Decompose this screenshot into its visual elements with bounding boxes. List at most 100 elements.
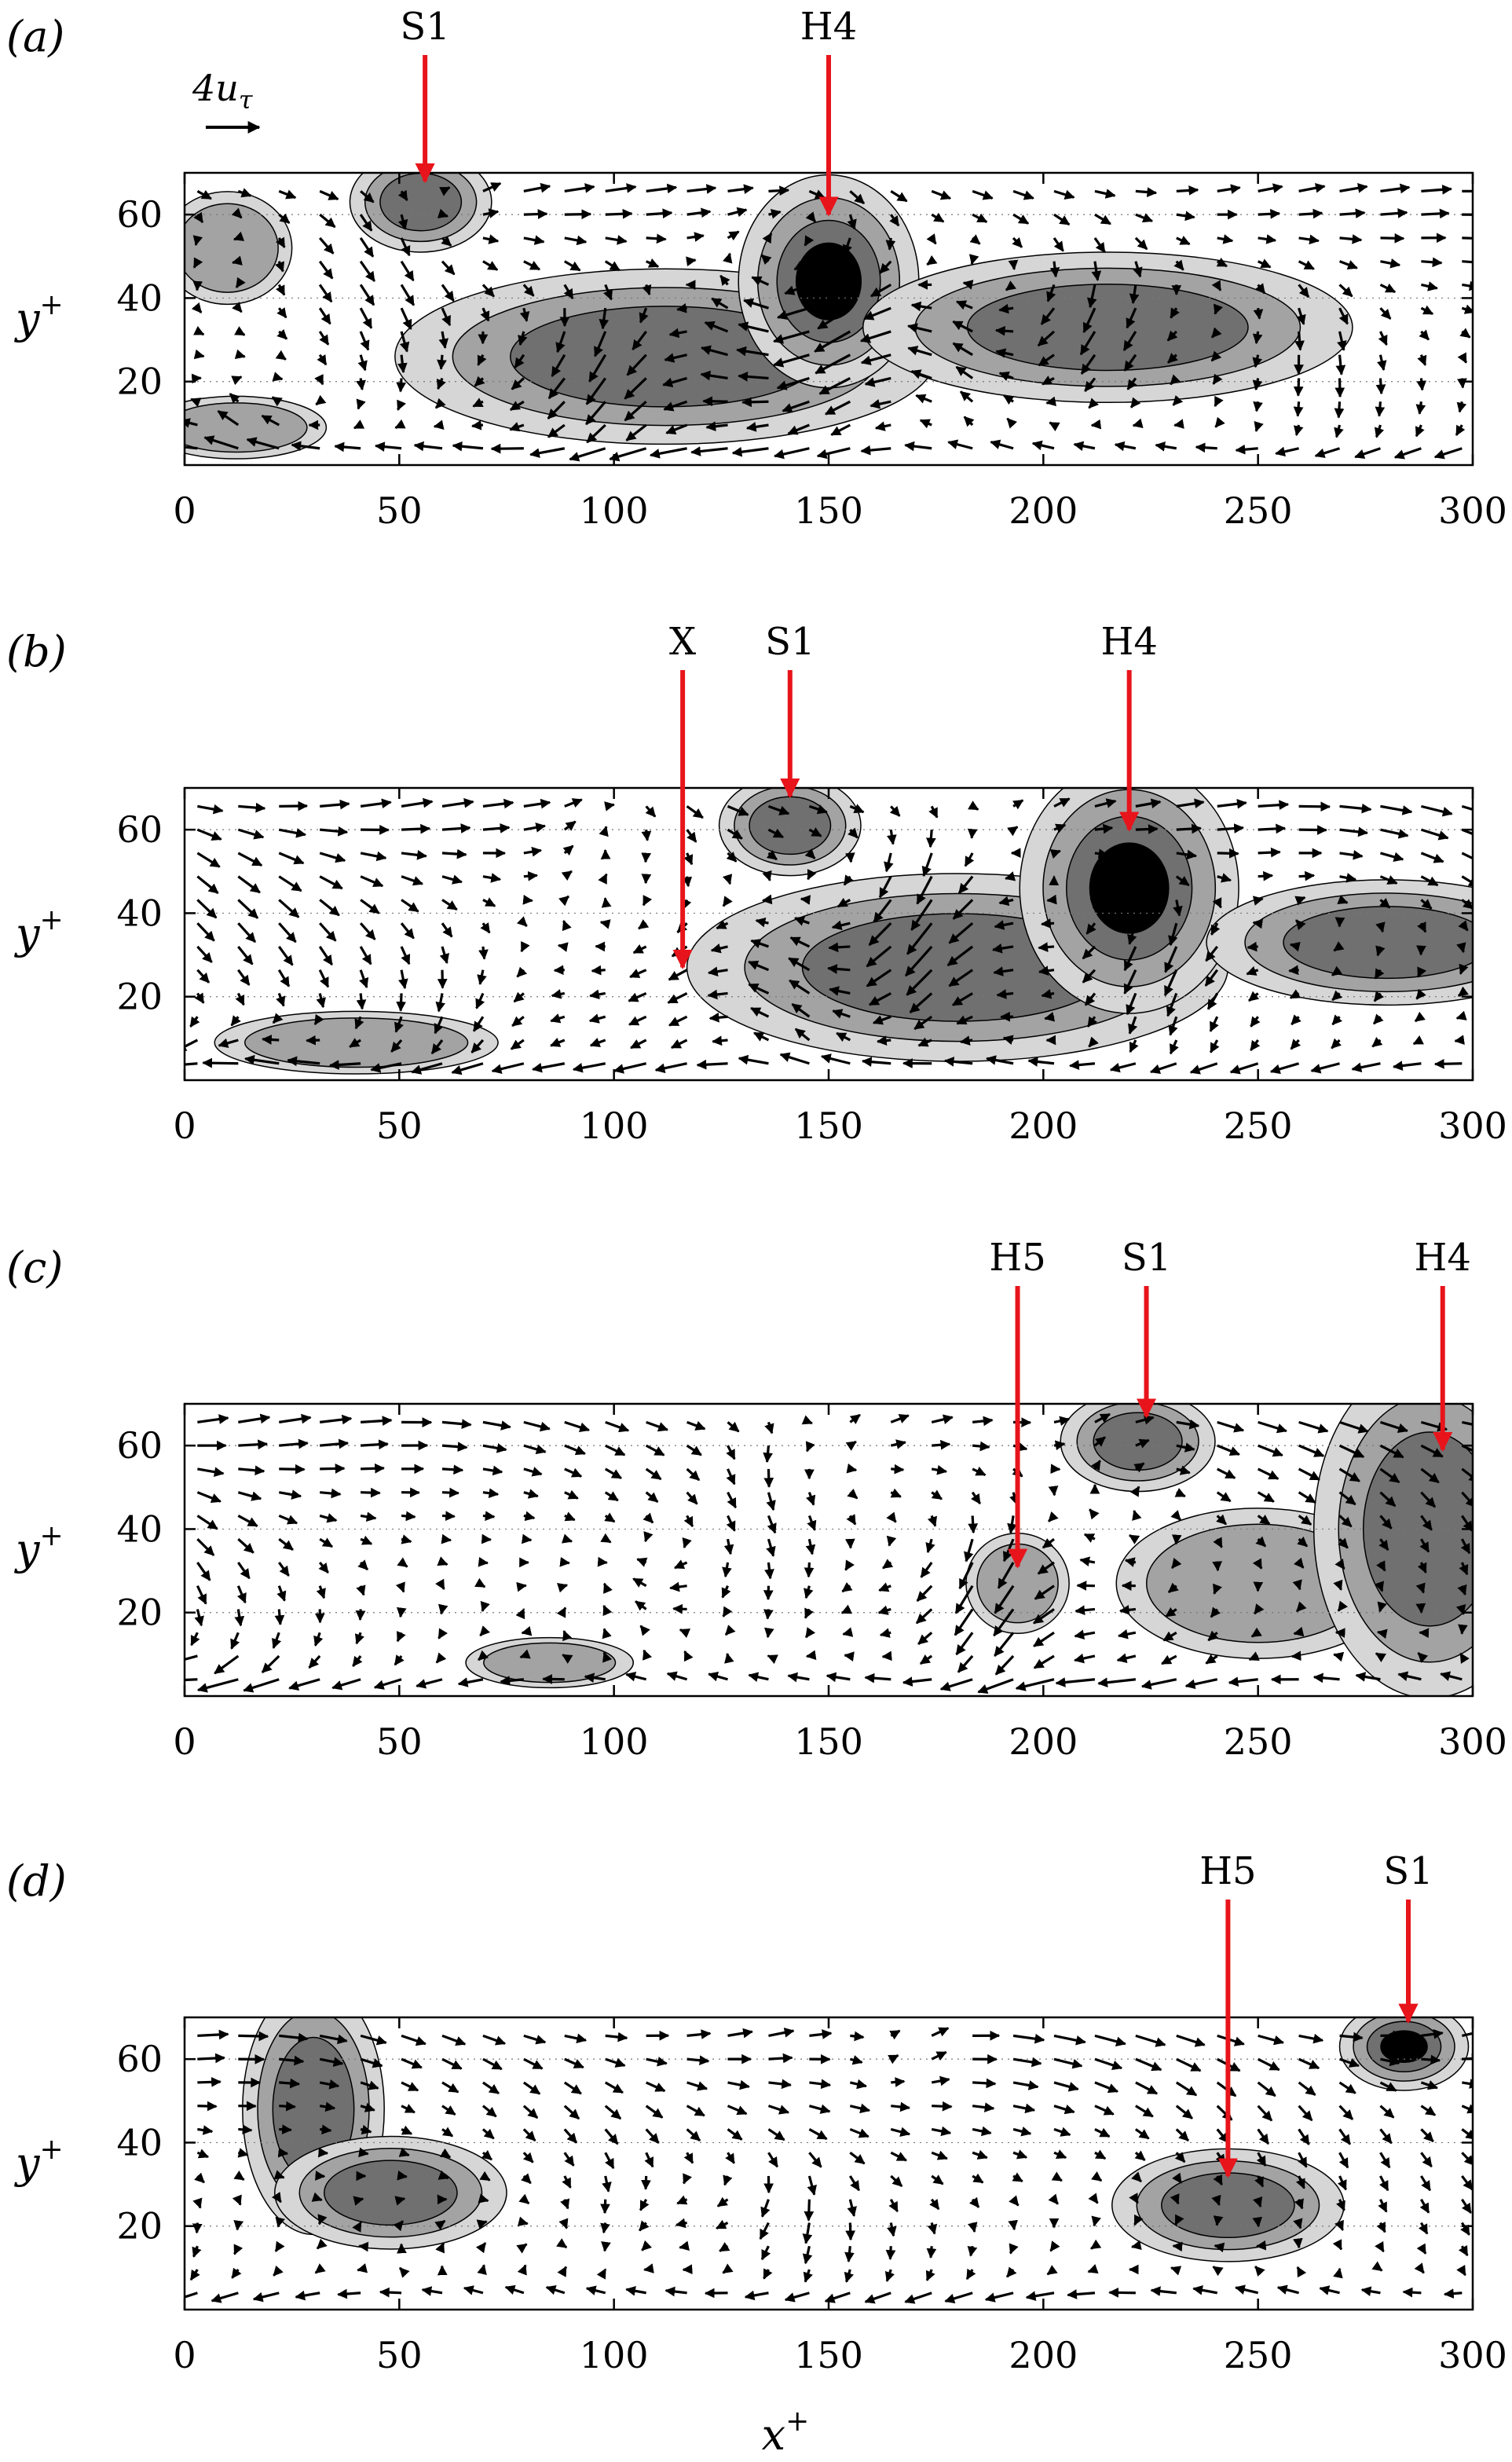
vector-arrow	[316, 1585, 326, 1599]
vector-arrow	[1248, 1651, 1260, 1661]
vector-arrow	[1257, 1491, 1275, 1503]
vector-arrow	[1042, 1537, 1055, 1549]
vector-arrow	[390, 1039, 403, 1053]
vector-arrow	[686, 829, 697, 843]
vector-arrow	[1339, 208, 1366, 219]
vector-arrow	[604, 1491, 619, 1502]
vector-arrow	[276, 1585, 287, 1602]
vector-arrow	[589, 989, 606, 1000]
vector-arrow	[314, 2263, 326, 2274]
vector-arrow	[441, 2081, 459, 2094]
vector-arrow	[196, 899, 218, 919]
vector-arrow	[1123, 354, 1137, 372]
vector-arrow	[1053, 2149, 1067, 2160]
vector-arrow	[779, 1052, 810, 1065]
vector-arrow	[948, 969, 974, 987]
x-tick-label: 0	[173, 1720, 196, 1763]
vector-arrow	[511, 1015, 525, 1028]
vector-arrow	[480, 922, 491, 934]
vector-arrow	[1091, 1460, 1101, 1471]
vector-arrow	[1235, 444, 1258, 455]
marker-h4: H4	[800, 5, 857, 217]
vector-arrow	[1025, 2291, 1055, 2302]
vector-arrow	[955, 365, 974, 379]
vector-arrow	[394, 1654, 405, 1666]
x-tick-label: 100	[580, 2334, 649, 2376]
vector-arrow	[1133, 2214, 1144, 2226]
vector-arrow	[1176, 849, 1198, 860]
vector-arrow	[1045, 396, 1057, 407]
vector-arrow	[1254, 283, 1266, 295]
vector-arrow	[994, 325, 1014, 336]
vector-arrow	[1419, 1538, 1430, 1553]
vector-arrow	[1217, 184, 1241, 194]
vector-arrow	[664, 353, 687, 363]
vector-arrow	[401, 850, 427, 860]
vector-arrow	[555, 331, 566, 354]
vector-arrow	[185, 1678, 198, 1682]
vector-arrow	[557, 1583, 569, 1593]
vector-arrow	[1412, 1035, 1424, 1046]
vector-arrow	[397, 1557, 408, 1568]
vector-arrow	[196, 1585, 207, 1605]
vector-arrow	[557, 942, 569, 952]
vector-arrow	[1379, 875, 1398, 885]
vector-arrow	[686, 2081, 708, 2091]
vector-arrow	[1459, 328, 1471, 339]
vector-arrow	[805, 1441, 815, 1453]
vector-arrow	[472, 398, 484, 408]
vector-arrow	[437, 208, 449, 218]
vector-arrow	[1456, 401, 1467, 413]
vector-arrow	[1337, 331, 1347, 351]
vector-arrow	[767, 2128, 785, 2141]
vector-arrow	[185, 1062, 198, 1066]
vector-arrow	[686, 1444, 702, 1456]
vector-arrow	[1006, 417, 1018, 429]
vector-arrow	[1339, 234, 1363, 244]
vector-arrow	[191, 302, 203, 313]
vector-arrow	[645, 805, 657, 818]
vector-arrow	[1175, 2105, 1193, 2119]
vector-arrow	[682, 876, 693, 888]
vector-arrow	[441, 823, 471, 833]
vector-arrow	[491, 1062, 525, 1074]
vector-arrow	[1041, 918, 1055, 929]
vector-arrow	[890, 1439, 906, 1449]
vector-arrow	[192, 257, 203, 269]
vector-arrow	[194, 992, 205, 1004]
vector-arrow	[686, 2128, 701, 2141]
vector-arrow	[1210, 1607, 1221, 1618]
vector-arrow	[519, 307, 530, 322]
vector-arrow	[601, 2241, 611, 2252]
vector-arrow	[1331, 1038, 1342, 1050]
vector-arrow	[360, 851, 387, 862]
vector-arrow	[831, 920, 851, 931]
vector-arrow	[1462, 280, 1473, 291]
vector-arrow	[644, 2152, 654, 2168]
vector-arrow	[759, 2222, 770, 2240]
vector-arrow	[1456, 378, 1467, 389]
vector-arrow	[586, 423, 606, 444]
vector-arrow	[271, 396, 283, 407]
vector-arrow	[477, 969, 487, 986]
vector-arrow	[1459, 1652, 1470, 1664]
vector-arrow	[1269, 1062, 1300, 1075]
vector-arrow	[556, 2238, 568, 2249]
vector-arrow	[605, 235, 628, 245]
vector-arrow	[279, 1464, 306, 1475]
vector-arrow	[217, 409, 240, 427]
vector-arrow	[1298, 234, 1320, 245]
vector-arrow	[1212, 1561, 1223, 1572]
vector-arrow	[1005, 2266, 1017, 2278]
vector-arrow	[727, 1421, 740, 1433]
vector-arrow	[315, 394, 327, 406]
vector-arrow	[1420, 305, 1434, 316]
vector-arrow	[672, 1603, 687, 1614]
vector-arrow	[1248, 991, 1260, 1002]
vector-arrow	[441, 2057, 463, 2070]
vector-arrow	[686, 805, 704, 819]
vector-arrow	[1338, 307, 1349, 325]
vector-arrow	[1131, 2171, 1142, 2183]
vector-arrow	[287, 1056, 320, 1067]
vector-arrow	[817, 306, 851, 330]
